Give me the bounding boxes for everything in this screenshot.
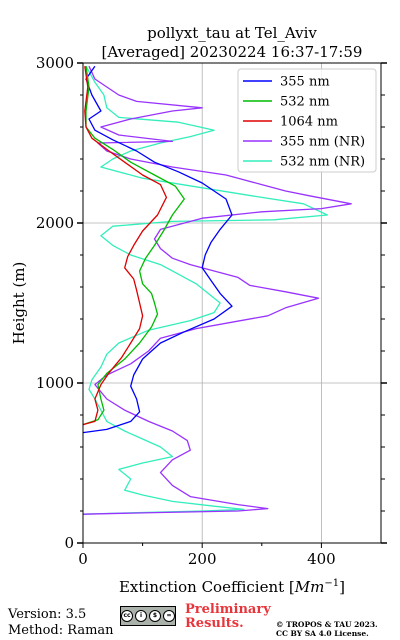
preliminary-line-1: Preliminary <box>185 602 271 617</box>
by-icon: i <box>135 610 147 622</box>
y-tick-label: 1000 <box>36 374 74 392</box>
series-layer <box>82 65 352 515</box>
x-axis-label-close: ] <box>339 578 345 596</box>
y-tick-label: 0 <box>64 534 74 552</box>
credit-line-1: © TROPOS & TAU 2023. <box>276 620 378 629</box>
legend-label: 355 nm (NR) <box>280 135 365 150</box>
y-axis-label: Height (m) <box>10 262 28 345</box>
version-text: Version: 3.5 <box>8 607 87 622</box>
x-axis-label-text: Extinction Coefficient [ <box>119 578 295 596</box>
chart-title: pollyxt_tau at Tel_Aviv <box>147 24 317 42</box>
series-line-355-nm <box>82 65 233 434</box>
x-tick-label: 400 <box>307 550 336 568</box>
axis-ticks: 0 200 400 0 1000 2000 3000 <box>36 54 387 568</box>
legend-label: 1064 nm <box>280 115 338 130</box>
legend-label: 355 nm <box>280 75 330 90</box>
y-tick-label: 3000 <box>36 54 74 72</box>
cc-license-icon: cc i $ = <box>120 606 176 626</box>
method-text: Method: Raman <box>8 623 114 638</box>
series-line-355-nm-nr <box>82 65 352 515</box>
legend: 355 nm 532 nm 1064 nm 355 nm (NR) 532 nm (NR… <box>237 68 377 173</box>
series-line-532-nm-nr <box>82 65 329 515</box>
y-tick-label: 2000 <box>36 214 74 232</box>
copyright-credit: © TROPOS & TAU 2023. CC BY SA 4.0 Licens… <box>276 620 378 638</box>
cc-icon: cc <box>121 610 133 622</box>
series-line-532-nm <box>82 66 185 426</box>
credit-line-2: CC BY SA 4.0 License. <box>276 629 369 638</box>
preliminary-line-2: Results. <box>185 616 244 631</box>
preliminary-notice: Preliminary Results. <box>185 603 271 631</box>
chart-subtitle: [Averaged] 20230224 16:37-17:59 <box>102 43 363 61</box>
plot-frame <box>82 62 382 544</box>
nc-icon: $ <box>149 610 161 622</box>
sa-icon: = <box>163 610 175 622</box>
legend-label: 532 nm (NR) <box>280 155 365 170</box>
x-tick-label: 0 <box>78 550 88 568</box>
legend-label: 532 nm <box>280 95 330 110</box>
series-line-1064-nm <box>82 66 168 426</box>
x-tick-label: 200 <box>188 550 217 568</box>
x-axis-label-exponent: −1 <box>324 578 339 589</box>
x-axis-label-unit: Mm <box>294 578 325 596</box>
legend-box <box>237 68 377 173</box>
x-axis-label: Extinction Coefficient [Mm−1] <box>119 578 345 596</box>
